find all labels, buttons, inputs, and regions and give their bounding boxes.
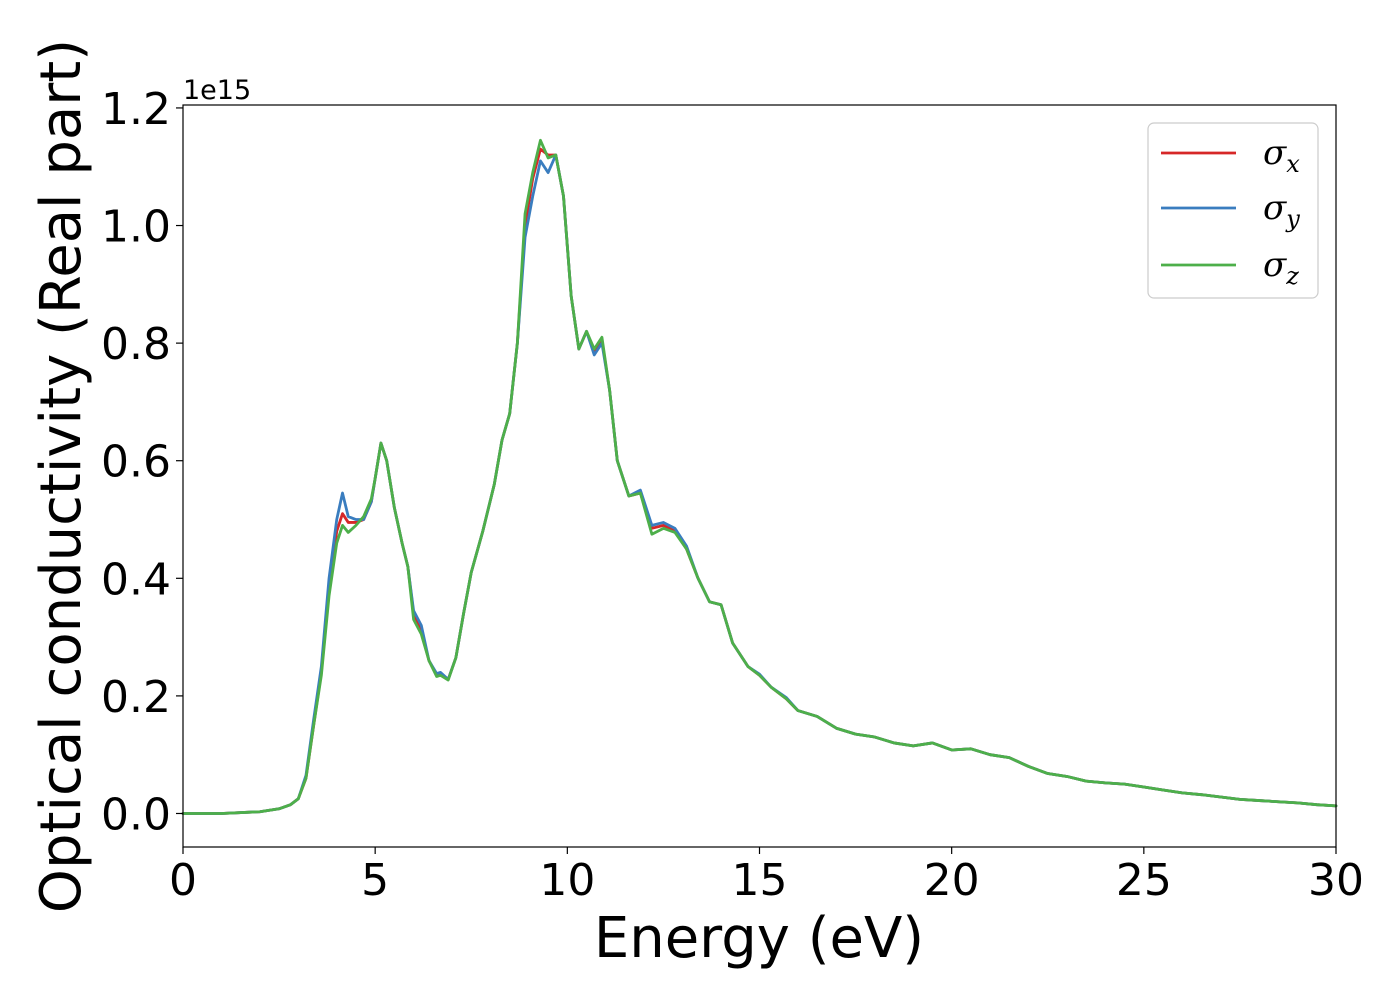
x-axis: 0 5 10 15 20 25 30 [169, 847, 1364, 906]
y-tick-label: 0.6 [101, 437, 171, 488]
y-tick-label: 1.0 [101, 202, 171, 253]
x-tick-label: 25 [1116, 855, 1172, 906]
y-tick-label: 0.4 [101, 554, 171, 605]
y-tick-label: 0.2 [101, 672, 171, 723]
legend-label-sigma-z: σz [1263, 245, 1299, 290]
x-tick-label: 0 [169, 855, 197, 906]
series-line-sigma-z [181, 138, 1338, 815]
y-axis-title: Optical conductivity (Real part) [29, 39, 94, 913]
legend-box [1147, 122, 1319, 299]
x-tick-label: 10 [539, 855, 595, 906]
legend-label-sigma-y: σy [1263, 188, 1300, 233]
x-axis-title: Energy (eV) [594, 906, 924, 971]
y-offset-label: 1e15 [183, 75, 251, 106]
x-tick-label: 30 [1308, 855, 1364, 906]
y-tick-label: 0.8 [101, 319, 171, 370]
y-axis: 0.0 0.2 0.4 0.6 0.8 1.0 1.2 [101, 84, 183, 840]
x-tick-label: 20 [924, 855, 980, 906]
x-tick-label: 5 [361, 855, 389, 906]
x-tick-label: 15 [732, 855, 788, 906]
y-tick-label: 0.0 [101, 789, 171, 840]
legend-label-sigma-x: σx [1263, 133, 1300, 178]
y-tick-label: 1.2 [101, 84, 171, 135]
legend: σx σy σz [1147, 122, 1319, 299]
series-layer [181, 138, 1338, 815]
